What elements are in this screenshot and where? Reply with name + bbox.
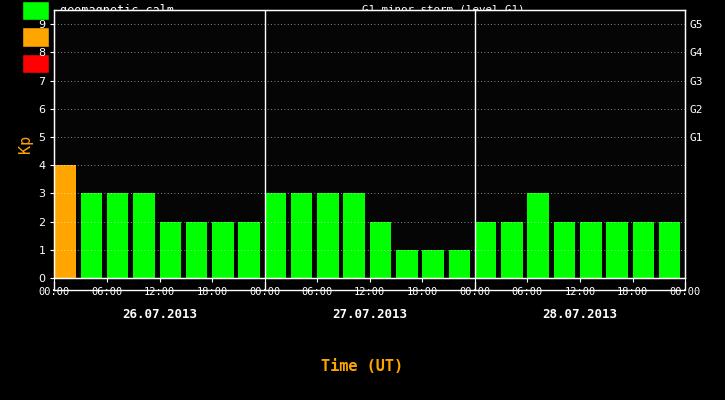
Text: G5-extreme storm (level G5): G5-extreme storm (level G5)	[362, 70, 538, 80]
Text: G2-moderate storm (level G2): G2-moderate storm (level G2)	[362, 21, 544, 31]
Bar	[396, 250, 418, 278]
Bar	[239, 222, 260, 278]
Bar	[317, 193, 339, 278]
FancyBboxPatch shape	[22, 1, 49, 20]
Text: G4-severe storm (level G4): G4-severe storm (level G4)	[362, 53, 531, 63]
Bar	[580, 222, 602, 278]
Bar	[212, 222, 233, 278]
Bar	[107, 193, 128, 278]
Bar	[527, 193, 549, 278]
Bar	[632, 222, 654, 278]
Text: G1-minor storm (level G1): G1-minor storm (level G1)	[362, 4, 525, 14]
Bar	[606, 222, 628, 278]
FancyBboxPatch shape	[22, 27, 49, 47]
Bar	[186, 222, 207, 278]
Bar	[449, 250, 470, 278]
Bar	[475, 222, 497, 278]
Bar	[265, 193, 286, 278]
Bar	[370, 222, 392, 278]
Bar	[291, 193, 312, 278]
Text: 27.07.2013: 27.07.2013	[332, 308, 407, 321]
Bar	[80, 193, 102, 278]
FancyBboxPatch shape	[22, 54, 49, 73]
Text: 26.07.2013: 26.07.2013	[122, 308, 197, 321]
Y-axis label: Kp: Kp	[17, 135, 33, 153]
Bar	[133, 193, 154, 278]
Text: 28.07.2013: 28.07.2013	[542, 308, 618, 321]
Text: G3-strong storm (level G3): G3-strong storm (level G3)	[362, 37, 531, 47]
Bar	[659, 222, 680, 278]
Text: geomagnetic calm: geomagnetic calm	[60, 4, 174, 17]
Text: geomagnetic disturbances: geomagnetic disturbances	[60, 30, 231, 44]
Text: Time (UT): Time (UT)	[321, 359, 404, 374]
Bar	[422, 250, 444, 278]
Bar	[160, 222, 181, 278]
Bar	[344, 193, 365, 278]
Bar	[554, 222, 575, 278]
Bar	[501, 222, 523, 278]
Bar	[54, 165, 76, 278]
Text: geomagnetic storm: geomagnetic storm	[60, 57, 181, 70]
